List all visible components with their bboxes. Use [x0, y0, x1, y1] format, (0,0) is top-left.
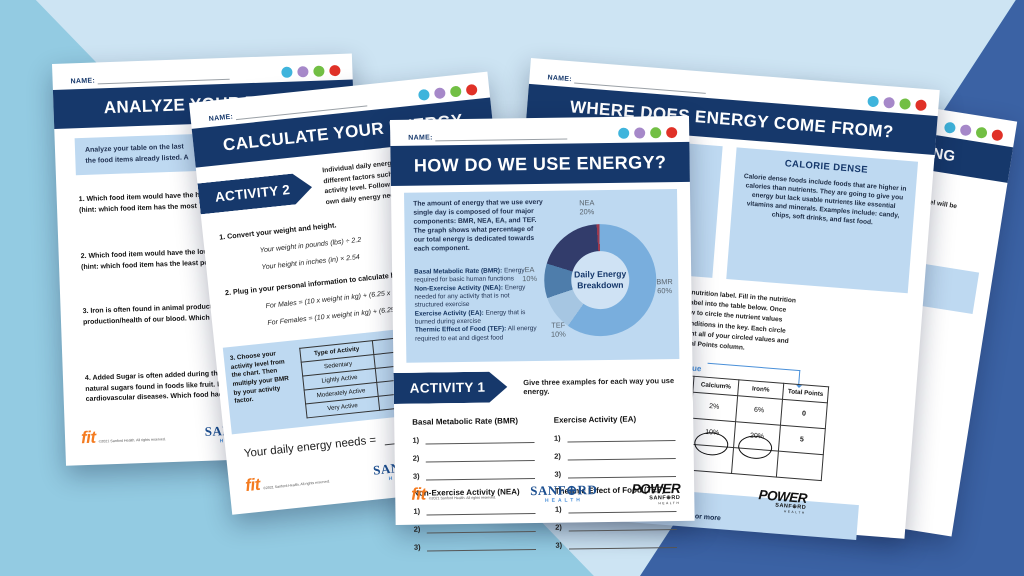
instructions: n with a nutrition label. Fill in the nu…: [660, 287, 797, 352]
fit-logo: fit ©2021 Sanford Health. All rights res…: [411, 484, 497, 504]
brand-dot: [449, 85, 462, 98]
answer-blank: [567, 511, 677, 514]
step-3: 3. Choose your activity level from the c…: [229, 350, 290, 406]
sanford-health-logo: SANF⊕RD HEALTH: [530, 481, 598, 504]
name-label: NAME:: [547, 74, 573, 84]
energy-breakdown-panel: The amount of energy that we use every s…: [404, 188, 680, 363]
brand-dot: [899, 98, 911, 110]
activity-1-badge: ACTIVITY 1: [394, 371, 508, 404]
brand-dot: [991, 128, 1004, 142]
brand-dot: [618, 127, 630, 139]
brand-dot: [650, 127, 662, 139]
brand-dot: [297, 66, 309, 78]
copyright-text: ©2021 Sanford Health. All rights reserve…: [263, 479, 331, 491]
worksheet-how-do-we-use-energy: NAME: HOW DO WE USE ENERGY? The amount o…: [390, 115, 695, 552]
brand-dots: [417, 83, 478, 101]
chart-label-ea: EA 10%: [522, 264, 538, 284]
definitions: Basal Metabolic Rate (BMR): Energy requi…: [414, 267, 537, 343]
fit-logo: fit ©2021 Sanford Health. All rights res…: [244, 474, 331, 496]
brand-dot: [465, 83, 478, 96]
answer-blank: [567, 458, 676, 461]
chart-label-tef: TEF 10%: [550, 320, 566, 340]
brand-dot: [281, 66, 293, 78]
copyright-text: ©2021 Sanford Health. All rights reserve…: [428, 495, 497, 501]
power-logo: POWER SANF⊕RD HEALTH: [631, 480, 681, 506]
chart-label-bmr: BMR 60%: [656, 277, 673, 296]
chart-label-nea: NEA 20%: [579, 198, 595, 217]
name-label: NAME:: [408, 134, 433, 142]
answer-blank: [426, 531, 536, 534]
donut-chart: Daily Energy Breakdown: [543, 223, 658, 337]
answer-blank: [567, 440, 676, 443]
answer-blank: [425, 442, 535, 445]
brand-dot: [975, 126, 988, 140]
name-row: NAME:: [390, 116, 689, 142]
section-ea: Exercise Activity (EA) 1) 2) 3): [554, 406, 677, 479]
answer-blank: [425, 460, 535, 463]
brand-dots: [618, 126, 678, 139]
activity-1-row: ACTIVITY 1 Give three examples for each …: [394, 369, 693, 404]
brand-dot: [915, 99, 927, 112]
brand-dot: [417, 88, 430, 101]
examples-grid: Basal Metabolic Rate (BMR) 1) 2) 3) Exer…: [394, 406, 695, 552]
power-logo: POWER SANF⊕RD HEALTH: [757, 487, 808, 515]
brand-dot: [433, 87, 446, 100]
daily-energy-donut-chart: NEA 20% EA 10% TEF 10% BMR 60% Daily Ene…: [522, 197, 677, 357]
brand-dots: [867, 95, 927, 112]
copyright-text: ©2021 Sanford Health. All rights reserve…: [98, 437, 166, 444]
calorie-dense-text: Calorie dense foods include foods that a…: [743, 173, 907, 227]
brand-dot: [943, 121, 957, 135]
calorie-dense-column: CALORIE DENSE Calorie dense foods includ…: [726, 147, 919, 294]
activity-1-prompt: Give three examples for each way you use…: [523, 375, 675, 396]
activity-2-badge: ACTIVITY 2: [197, 172, 313, 215]
footer: fit ©2021 Sanford Health. All rights res…: [411, 480, 681, 509]
brand-dot: [666, 126, 678, 139]
brand-dot: [959, 123, 973, 137]
page-title: HOW DO WE USE ENERGY?: [390, 141, 690, 186]
name-label: NAME:: [70, 77, 96, 86]
brand-dot: [883, 96, 896, 109]
fit-logo: fit ©2021 Sanford Health. All rights res…: [80, 427, 166, 448]
donut-center-label: Daily Energy Breakdown: [570, 250, 630, 310]
section-bmr: Basal Metabolic Rate (BMR) 1) 2) 3): [412, 408, 535, 481]
brand-dot: [329, 64, 341, 77]
brand-dot: [867, 95, 880, 108]
brand-dots: [281, 64, 341, 78]
brand-dot: [313, 65, 325, 77]
name-blank-line: [435, 138, 568, 142]
brand-dot: [634, 127, 646, 139]
answer-blank: [426, 513, 536, 516]
name-label: NAME:: [208, 113, 234, 123]
answer-blank: [568, 529, 677, 532]
